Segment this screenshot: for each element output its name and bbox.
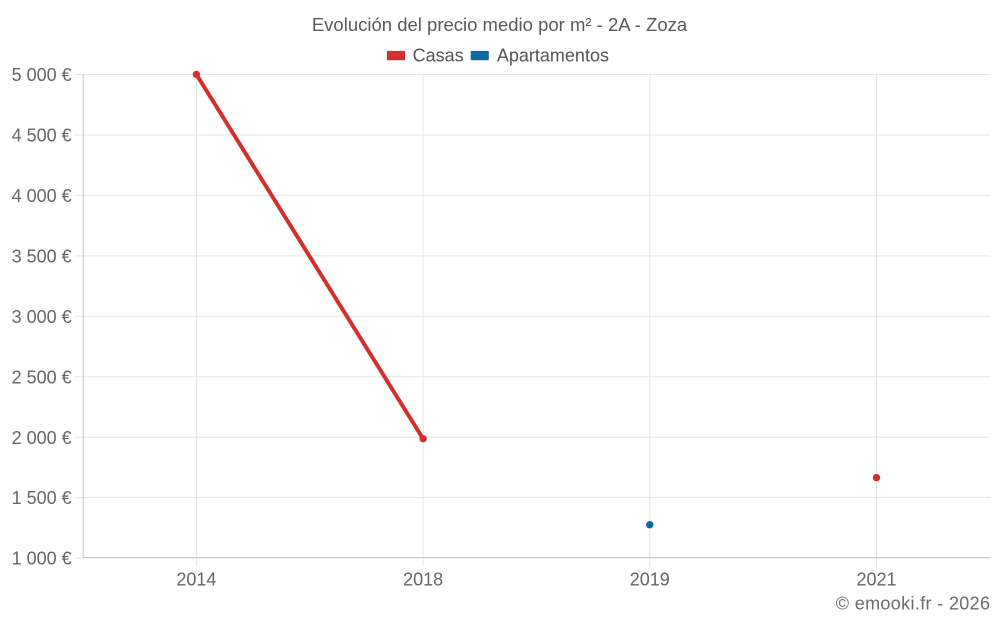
- svg-text:2 500 €: 2 500 €: [12, 367, 72, 387]
- svg-text:1 000 €: 1 000 €: [12, 549, 72, 569]
- svg-text:2018: 2018: [403, 569, 443, 589]
- svg-text:4 000 €: 4 000 €: [12, 186, 72, 206]
- svg-text:Apartamentos: Apartamentos: [497, 46, 609, 66]
- svg-text:4 500 €: 4 500 €: [12, 126, 72, 146]
- svg-text:© emooki.fr - 2026: © emooki.fr - 2026: [836, 594, 991, 614]
- svg-text:2 000 €: 2 000 €: [12, 428, 72, 448]
- svg-text:3 500 €: 3 500 €: [12, 246, 72, 266]
- svg-text:2014: 2014: [176, 569, 216, 589]
- svg-text:1 500 €: 1 500 €: [12, 488, 72, 508]
- svg-text:Evolución del precio medio por: Evolución del precio medio por m² - 2A -…: [312, 14, 688, 35]
- svg-text:Casas: Casas: [413, 46, 464, 66]
- svg-text:5 000 €: 5 000 €: [12, 65, 72, 85]
- svg-text:2019: 2019: [630, 569, 670, 589]
- svg-text:3 000 €: 3 000 €: [12, 307, 72, 327]
- svg-text:2021: 2021: [856, 569, 896, 589]
